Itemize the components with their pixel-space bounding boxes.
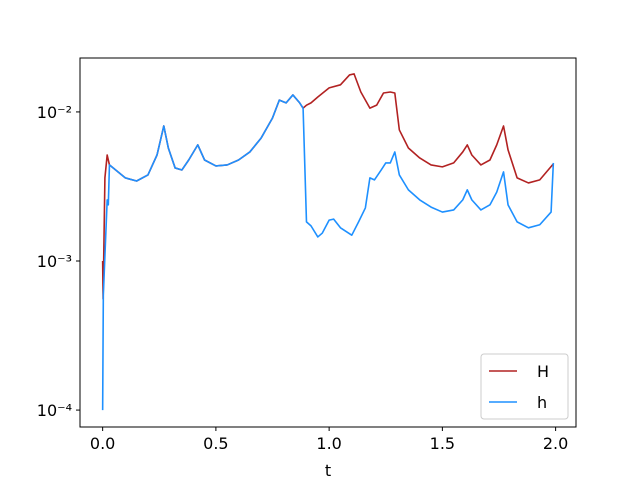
x-tick-label: 0.0: [90, 434, 115, 453]
y-tick-label: 10⁻²: [37, 103, 72, 122]
axes-frame: [79, 57, 577, 428]
legend: Hh: [480, 353, 569, 420]
plot-area: [101, 73, 555, 411]
x-tick-label: 1.0: [316, 434, 341, 453]
x-tick-label: 1.5: [430, 434, 455, 453]
x-tick-label: 0.5: [203, 434, 228, 453]
y-tick-label: 10⁻³: [37, 252, 72, 271]
legend-label: H: [537, 362, 549, 381]
legend-label: h: [537, 393, 547, 412]
series-line: [101, 94, 555, 411]
y-tick-label: 10⁻⁴: [37, 401, 72, 420]
x-axis-label: t: [325, 461, 331, 480]
legend-box: [480, 353, 569, 420]
x-tick-label: 2.0: [543, 434, 568, 453]
